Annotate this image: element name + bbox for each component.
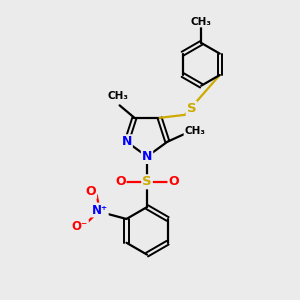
Text: S: S xyxy=(142,175,152,188)
Text: N: N xyxy=(122,135,132,148)
Text: S: S xyxy=(187,102,196,115)
Text: CH₃: CH₃ xyxy=(191,16,212,26)
Text: CH₃: CH₃ xyxy=(184,126,206,136)
Text: O: O xyxy=(85,185,96,198)
Text: O⁻: O⁻ xyxy=(72,220,88,233)
Text: CH₃: CH₃ xyxy=(108,92,129,101)
Text: N⁺: N⁺ xyxy=(92,203,108,217)
Text: N: N xyxy=(142,150,152,163)
Text: O: O xyxy=(115,175,126,188)
Text: O: O xyxy=(169,175,179,188)
